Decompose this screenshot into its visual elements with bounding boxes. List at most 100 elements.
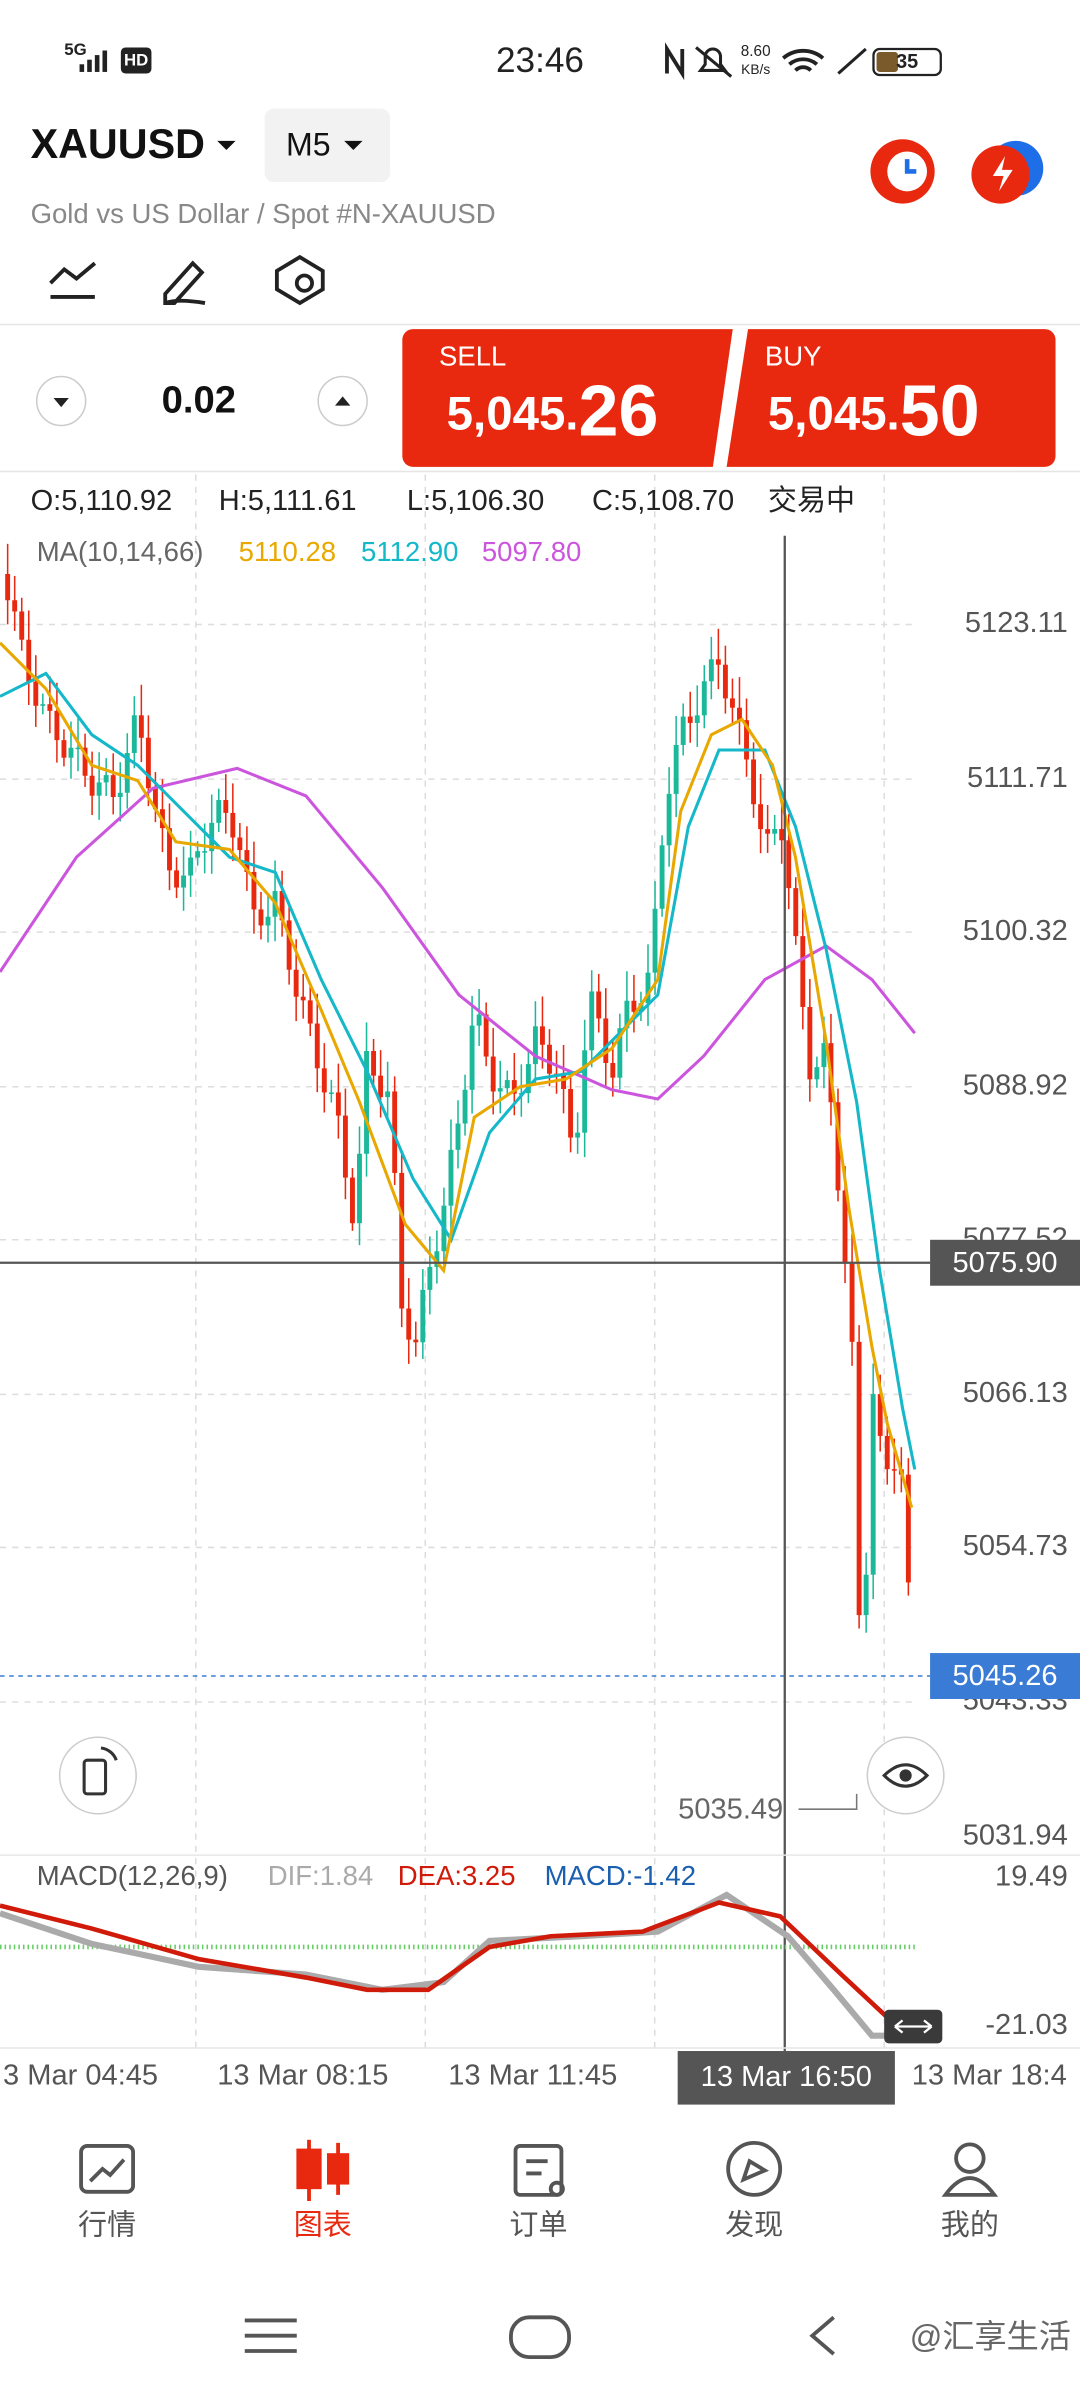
candle-body xyxy=(708,659,714,682)
object-tool[interactable] xyxy=(274,254,325,306)
candle-body xyxy=(202,851,208,853)
crosshair-price: 5075.90 xyxy=(953,1247,1058,1279)
timeframe-button[interactable] xyxy=(264,108,391,183)
symbol[interactable]: XAUUSD xyxy=(31,121,205,167)
candle-body xyxy=(181,875,187,888)
candle-body xyxy=(793,888,799,937)
candle-body xyxy=(195,851,201,858)
candle-body xyxy=(568,1088,574,1138)
candle-body xyxy=(19,611,25,640)
time-tick: 3 Mar 04:45 xyxy=(3,2060,158,2092)
nav-chart[interactable] xyxy=(296,2139,350,2202)
close: C:5,108.70 xyxy=(592,485,734,517)
flash-icon[interactable] xyxy=(971,140,1044,204)
candle-body xyxy=(779,829,785,841)
system-menu[interactable] xyxy=(244,2318,297,2353)
candle-body xyxy=(701,681,707,716)
time-tick: 13 Mar 18:4 xyxy=(912,2060,1067,2092)
crosshair-time-box xyxy=(677,2051,895,2105)
buy-label: BUY xyxy=(765,340,822,371)
candle-body xyxy=(286,920,292,970)
candle-body xyxy=(455,1123,461,1150)
nav-profile[interactable] xyxy=(941,2142,999,2197)
candle-body xyxy=(652,908,658,973)
nav-label[interactable]: 我的 xyxy=(941,2209,999,2242)
candle-body xyxy=(300,996,306,1001)
candle-body xyxy=(891,1469,897,1471)
candle-body xyxy=(624,1000,630,1029)
sell-price-big: 26 xyxy=(579,371,659,451)
candle-body xyxy=(575,1132,581,1138)
time-tick: 13 Mar 11:45 xyxy=(448,2060,617,2092)
speed: 8.60 xyxy=(741,43,771,60)
price-tick: 5111.71 xyxy=(967,762,1068,794)
rotate-button[interactable] xyxy=(58,1736,137,1815)
candle-body xyxy=(258,909,264,926)
candle-body xyxy=(47,704,53,711)
candle-body xyxy=(89,775,95,796)
candle-body xyxy=(145,737,151,789)
nav-market[interactable] xyxy=(79,2144,135,2194)
candle-body xyxy=(293,969,299,997)
crosshair-time: 13 Mar 16:50 xyxy=(701,2061,872,2093)
timeframe[interactable]: M5 xyxy=(286,126,331,162)
candle-body xyxy=(188,857,194,876)
candle-body xyxy=(772,829,778,834)
candle-body xyxy=(5,573,11,601)
alarm-icon[interactable] xyxy=(870,139,935,204)
candle-body xyxy=(729,698,735,708)
candle-body xyxy=(328,1092,334,1094)
candle-body xyxy=(152,788,158,810)
ma-label: MA(10,14,66) xyxy=(37,536,204,567)
candle-body xyxy=(307,1000,313,1024)
candle-body xyxy=(856,1341,862,1616)
candle-body xyxy=(603,1018,609,1064)
status-bar: 5G HD 23:46 8.60 KB/s 35 xyxy=(64,40,942,81)
candle-body xyxy=(483,1014,489,1057)
sell-button[interactable] xyxy=(402,329,733,467)
candle-body xyxy=(216,800,222,823)
candle-body xyxy=(673,744,679,794)
buy-button[interactable] xyxy=(726,329,1056,467)
mute-icon xyxy=(695,46,733,78)
candle-body xyxy=(174,870,179,888)
low-label: 5035.49 xyxy=(678,1793,783,1825)
dea-line xyxy=(0,1900,919,2031)
candle-body xyxy=(265,916,271,926)
nav-label[interactable]: 图表 xyxy=(294,2209,352,2242)
indicator-tool[interactable] xyxy=(49,261,97,299)
candle-body xyxy=(124,753,130,793)
candle-body xyxy=(490,1056,496,1092)
draw-tool[interactable] xyxy=(163,260,206,305)
resize-arrows xyxy=(894,2019,933,2034)
low-marker xyxy=(798,1793,858,1810)
candle-body xyxy=(378,1075,384,1098)
system-home[interactable] xyxy=(509,2315,571,2360)
candle-body xyxy=(371,1050,377,1076)
current-price-box xyxy=(930,1653,1080,1699)
candle-body xyxy=(765,829,771,834)
nav-orders[interactable] xyxy=(513,2144,565,2197)
candle-body xyxy=(715,659,721,665)
candle-body xyxy=(96,782,102,796)
candle-body xyxy=(744,720,749,760)
nav-label[interactable]: 发现 xyxy=(725,2209,783,2242)
ohlc: O:5,110.92 H:5,111.61 L:5,106.30 C:5,108.70… xyxy=(31,484,856,517)
hd-badge xyxy=(120,47,152,74)
volume[interactable]: 0.02 xyxy=(162,379,236,422)
nav-discover[interactable] xyxy=(726,2140,783,2197)
battery-level xyxy=(876,52,898,72)
candle-body xyxy=(582,1050,588,1133)
candle-body xyxy=(737,707,742,721)
symbol-dropdown[interactable] xyxy=(217,140,236,150)
ma-14-value: 5112.90 xyxy=(361,536,458,567)
candle-body xyxy=(849,1263,855,1342)
system-back[interactable] xyxy=(809,2315,835,2356)
nav-label[interactable]: 行情 xyxy=(78,2209,136,2242)
candle-body xyxy=(110,775,116,797)
visibility-button[interactable] xyxy=(866,1736,945,1815)
candle-body xyxy=(167,828,172,871)
nav-label[interactable]: 订单 xyxy=(509,2209,567,2242)
candle-body xyxy=(131,715,137,754)
charge-icon xyxy=(837,47,867,75)
